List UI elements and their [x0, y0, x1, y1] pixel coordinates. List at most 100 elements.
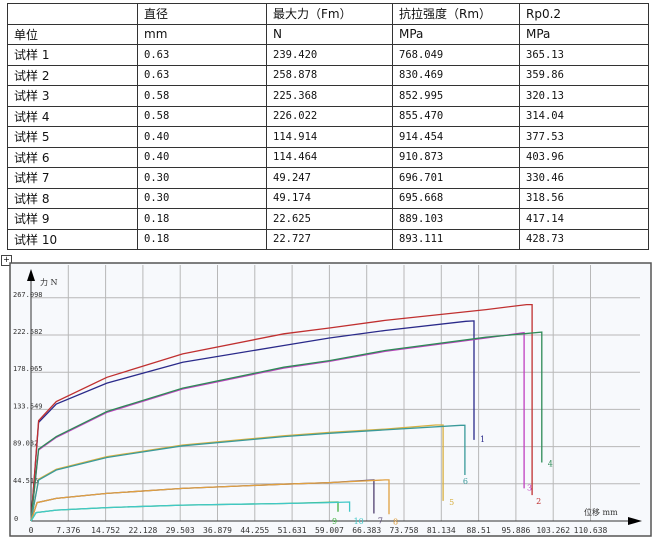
x-tick-label: 7.376 [56, 526, 80, 535]
table-cell: 试样 3 [7, 85, 138, 107]
y-tick-label: 44.516 [13, 477, 38, 485]
y-axis-arrow-icon [27, 269, 35, 281]
table-cell: 377.53 [519, 126, 649, 148]
table-cell: 0.63 [137, 44, 267, 66]
table-cell: 试样 10 [7, 228, 138, 250]
table-cell: 单位 [7, 23, 138, 45]
y-tick-label: 0 [14, 515, 18, 523]
series-label: 6 [463, 477, 468, 486]
table-cell: 0.58 [137, 105, 267, 127]
series-line-8 [30, 479, 390, 522]
table-row: 试样 10 0.18 22.727 893.111 428.73 [7, 228, 649, 250]
table-cell: 893.111 [392, 228, 520, 250]
table-cell: 910.873 [392, 146, 520, 168]
table-cell: 695.668 [392, 187, 520, 209]
series-line-6 [30, 424, 466, 522]
table-cell: 试样 7 [7, 167, 138, 189]
table-cell: 330.46 [519, 167, 649, 189]
series-line-1 [30, 320, 475, 522]
chart-frame [9, 262, 652, 537]
table-row: 试样 3 0.58 225.368 852.995 320.13 [7, 85, 649, 107]
table-cell: 359.86 [519, 64, 649, 86]
table-cell: MPa [519, 23, 649, 45]
y-tick-label: 133.549 [13, 402, 43, 410]
table-cell: 最大力（Fm） [266, 3, 393, 25]
x-tick-label: 95.886 [501, 526, 530, 535]
table-row: 试样 1 0.63 239.420 768.049 365.13 [7, 44, 649, 66]
x-tick-label: 110.638 [574, 526, 608, 535]
table-cell: 403.96 [519, 146, 649, 168]
table-cell [7, 3, 138, 25]
x-tick-label: 66.383 [352, 526, 381, 535]
table-cell: N [266, 23, 393, 45]
table-cell: 852.995 [392, 85, 520, 107]
table-cell: 239.420 [266, 44, 393, 66]
series-label: 3 [527, 483, 532, 492]
x-tick-label: 73.758 [390, 526, 419, 535]
series-label: 8 [393, 517, 398, 526]
table-cell: 0.58 [137, 85, 267, 107]
x-tick-label: 59.007 [315, 526, 344, 535]
x-tick-label: 44.255 [240, 526, 269, 535]
series-label: 5 [449, 498, 454, 507]
table-row: 试样 7 0.30 49.247 696.701 330.46 [7, 167, 649, 189]
table-cell: 318.56 [519, 187, 649, 209]
series-line-5 [30, 424, 444, 522]
table-cell: 0.30 [137, 187, 267, 209]
table-cell: 314.04 [519, 105, 649, 127]
table-cell: 889.103 [392, 208, 520, 230]
series-line-2 [30, 303, 533, 522]
y-tick-label: 222.582 [13, 328, 43, 336]
table-cell: 试样 8 [7, 187, 138, 209]
table-cell: 696.701 [392, 167, 520, 189]
table-cell: 768.049 [392, 44, 520, 66]
table-cell: 830.469 [392, 64, 520, 86]
table-cell: 320.13 [519, 85, 649, 107]
y-tick-label: 178.065 [13, 365, 43, 373]
results-table: 直径 最大力（Fm） 抗拉强度（Rm） Rp0.2 单位 mm N MPa MPa 试样 1 0.6… [7, 3, 649, 250]
table-cell: 试样 6 [7, 146, 138, 168]
series-label: 10 [354, 517, 364, 526]
table-cell: 258.878 [266, 64, 393, 86]
series-label: 1 [480, 435, 485, 444]
table-cell: 抗拉强度（Rm） [392, 3, 520, 25]
table-row: 试样 6 0.40 114.464 910.873 403.96 [7, 146, 649, 168]
x-tick-label: 103.262 [536, 526, 570, 535]
series-label: 9 [332, 517, 337, 526]
series-label: 4 [548, 460, 553, 469]
table-cell: 试样 4 [7, 105, 138, 127]
x-tick-label: 0 [29, 526, 34, 535]
table-row: 试样 2 0.63 258.878 830.469 359.86 [7, 64, 649, 86]
series-line-10 [30, 501, 351, 522]
table-cell: 225.368 [266, 85, 393, 107]
table-cell: 0.30 [137, 167, 267, 189]
table-cell: 试样 9 [7, 208, 138, 230]
table-row: 试样 8 0.30 49.174 695.668 318.56 [7, 187, 649, 209]
x-tick-label: 88.51 [467, 526, 491, 535]
table-row: 试样 9 0.18 22.625 889.103 417.14 [7, 208, 649, 230]
table-cell: 114.914 [266, 126, 393, 148]
x-tick-label: 22.128 [128, 526, 157, 535]
table-cell: 0.40 [137, 146, 267, 168]
table-cell: 试样 5 [7, 126, 138, 148]
y-tick-label: 89.032 [13, 440, 38, 448]
table-cell: 226.022 [266, 105, 393, 127]
x-tick-label: 14.752 [91, 526, 120, 535]
table-cell: 22.625 [266, 208, 393, 230]
table-cell: 114.464 [266, 146, 393, 168]
table-cell: 855.470 [392, 105, 520, 127]
table-cell: 428.73 [519, 228, 649, 250]
y-tick-label: 267.098 [13, 291, 43, 299]
table-cell: 0.18 [137, 228, 267, 250]
table-cell: 22.727 [266, 228, 393, 250]
move-handle-icon[interactable]: + [1, 255, 12, 266]
table-cell: 417.14 [519, 208, 649, 230]
table-cell: 914.454 [392, 126, 520, 148]
series-label: 2 [536, 497, 541, 506]
table-cell: Rp0.2 [519, 3, 649, 25]
table-cell: 直径 [137, 3, 267, 25]
table-cell: 试样 1 [7, 44, 138, 66]
force-displacement-chart: 0 7.376 14.752 22.128 29.503 36.879 44.255 51.6… [9, 262, 652, 537]
table-cell: mm [137, 23, 267, 45]
table-header-row: 单位 mm N MPa MPa [7, 23, 649, 45]
